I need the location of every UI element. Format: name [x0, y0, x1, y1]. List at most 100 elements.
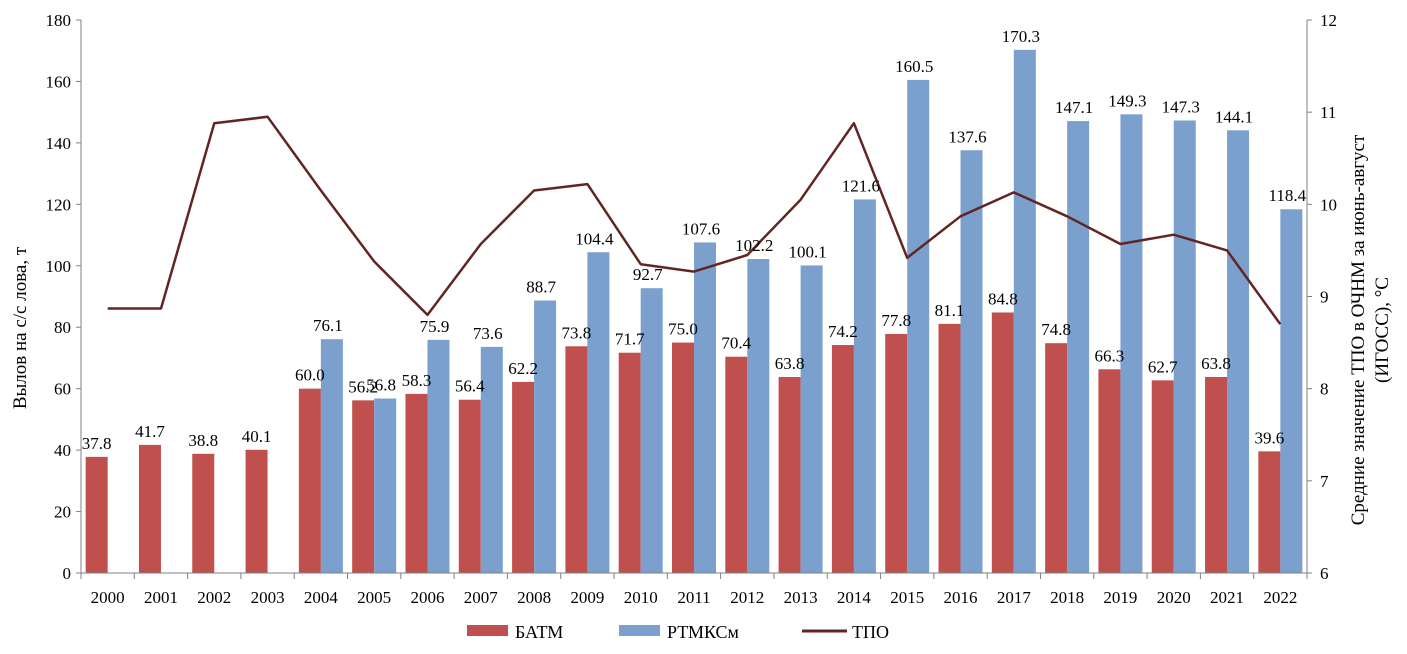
bar-rtmksm-2005: [374, 398, 397, 573]
label-rtmksm-2016: 137.6: [948, 127, 986, 146]
label-batm-2019: 66.3: [1095, 346, 1125, 365]
bar-rtmksm-2017: [1013, 49, 1036, 574]
legend-label-1: РТМКСм: [667, 622, 739, 642]
x-tick-label: 2015: [890, 588, 924, 607]
legend-swatch-0: [467, 625, 508, 636]
y-axis-right-title-line2: (ИГОСС), °С: [1372, 277, 1393, 383]
line-tpo: [107, 115, 1282, 325]
label-rtmksm-2009: 104.4: [575, 229, 614, 248]
label-batm-2012: 70.4: [721, 334, 751, 353]
label-batm-2009: 73.8: [562, 323, 592, 342]
data-labels: 37.8 41.7 38.8 40.1 60.0 76.1 56.256.8 58.3 75.9…: [82, 27, 1307, 453]
label-batm-2000: 37.8: [82, 434, 112, 453]
label-batm-2014: 74.2: [828, 322, 858, 341]
label-rtmksm-2004: 76.1: [313, 316, 343, 335]
x-tick-label: 2003: [251, 588, 285, 607]
y-left-tick-label: 0: [63, 564, 72, 583]
bar-rtmksm-2004: [320, 339, 343, 573]
bar-batm-2021: [1205, 376, 1228, 573]
bar-batm-2001: [138, 444, 161, 573]
label-rtmksm-2007: 73.6: [473, 324, 503, 343]
bar-batm-2012: [725, 356, 748, 573]
bar-batm-2010: [618, 352, 641, 573]
label-batm-2013: 63.8: [775, 354, 805, 373]
x-tick-label: 2019: [1103, 588, 1137, 607]
x-tick-label: 2013: [784, 588, 818, 607]
bar-rtmksm-2015: [907, 79, 930, 574]
label-rtmksm-2015: 160.5: [895, 57, 933, 76]
label-batm-2018: 74.8: [1041, 320, 1071, 339]
label-rtmksm-2005: 56.8: [366, 375, 396, 394]
y-axis-right-title-line1: Средние значение ТПО в ОЧНМ за июнь-авгу…: [1348, 134, 1369, 525]
bar-batm-2002: [192, 453, 215, 573]
label-batm-2005: 56.2: [348, 377, 378, 396]
x-tick-label: 2022: [1263, 588, 1297, 607]
bar-rtmksm-2014: [853, 199, 876, 573]
bar-batm-2020: [1151, 380, 1174, 573]
label-batm-2020: 62.7: [1148, 357, 1178, 376]
legend-label-0: БАТМ: [515, 622, 563, 642]
bar-batm-2022: [1258, 451, 1281, 573]
y-right-tick-label: 10: [1320, 195, 1337, 214]
label-batm-2011: 75.0: [668, 320, 698, 339]
y-right-tick-label: 12: [1320, 11, 1337, 30]
bar-batm-2014: [831, 345, 854, 573]
bar-batm-2017: [991, 312, 1014, 573]
label-rtmksm-2020: 147.3: [1162, 97, 1200, 116]
bar-batm-2003: [245, 449, 268, 573]
label-batm-2021: 63.8: [1201, 354, 1231, 373]
bar-rtmksm-2016: [960, 150, 983, 574]
y-right-tick-label: 9: [1320, 288, 1329, 307]
bar-batm-2013: [778, 376, 801, 573]
bar-rtmksm-2006: [427, 339, 450, 573]
label-rtmksm-2022: 118.4: [1269, 186, 1307, 205]
label-batm-2015: 77.8: [881, 311, 911, 330]
x-tick-label: 2010: [624, 588, 658, 607]
bar-batm-2019: [1098, 369, 1121, 573]
y-right-tick-label: 11: [1320, 103, 1336, 122]
label-batm-2016: 81.1: [935, 301, 965, 320]
label-batm-2017: 84.8: [988, 289, 1018, 308]
label-rtmksm-2019: 149.3: [1108, 91, 1146, 110]
bar-rtmksm-2021: [1227, 130, 1250, 573]
x-tick-label: 2020: [1157, 588, 1191, 607]
bar-rtmksm-2019: [1120, 114, 1143, 573]
bar-batm-2000: [85, 456, 108, 573]
bar-batm-2008: [512, 381, 535, 573]
y-left-tick-label: 100: [46, 257, 72, 276]
bar-batm-2006: [405, 393, 428, 573]
label-batm-2003: 40.1: [242, 427, 272, 446]
y-right-tick-label: 6: [1320, 564, 1329, 583]
bar-rtmksm-2020: [1173, 120, 1196, 573]
x-tick-label: 2005: [357, 588, 391, 607]
bar-batm-2018: [1045, 343, 1068, 573]
label-batm-2006: 58.3: [402, 371, 432, 390]
y-right-tick-label: 8: [1320, 380, 1329, 399]
label-rtmksm-2018: 147.1: [1055, 98, 1093, 117]
x-tick-label: 2000: [91, 588, 125, 607]
y-left-tick-label: 140: [46, 134, 72, 153]
bar-batm-2007: [458, 399, 481, 573]
label-rtmksm-2014: 121.6: [842, 176, 880, 195]
x-tick-label: 2004: [304, 588, 339, 607]
bar-rtmksm-2008: [534, 300, 557, 573]
label-rtmksm-2012: 102.2: [735, 236, 773, 255]
bar-rtmksm-2018: [1067, 121, 1090, 573]
bar-rtmksm-2013: [800, 265, 823, 573]
bar-batm-2004: [298, 388, 321, 573]
y-left-tick-label: 60: [54, 380, 71, 399]
bar-batm-2005: [352, 400, 375, 573]
y-axis-left-title: Вылов на с/с лова, т: [10, 246, 31, 409]
label-batm-2010: 71.7: [615, 330, 645, 349]
y-left-tick-label: 80: [54, 318, 71, 337]
label-rtmksm-2017: 170.3: [1002, 27, 1040, 46]
bar-batm-2009: [565, 346, 588, 573]
x-tick-label: 2002: [197, 588, 231, 607]
label-batm-2004: 60.0: [295, 366, 325, 385]
label-batm-2022: 39.6: [1254, 428, 1284, 447]
y-right-tick-label: 7: [1320, 472, 1329, 491]
x-tick-label: 2006: [410, 588, 444, 607]
label-batm-2007: 56.4: [455, 377, 485, 396]
y-left-tick-label: 120: [46, 195, 72, 214]
